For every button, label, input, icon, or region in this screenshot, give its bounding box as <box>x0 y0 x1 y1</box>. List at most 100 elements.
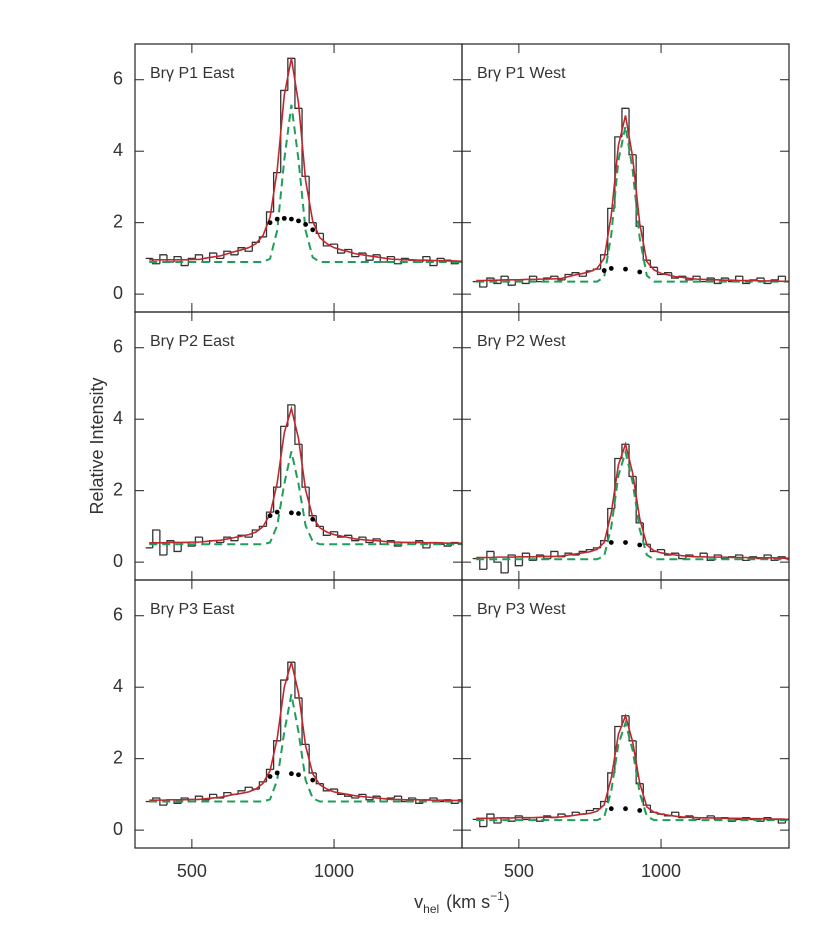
panel-title: Brγ P2 East <box>150 333 235 350</box>
x-axis-label-unit: (km s <box>446 892 490 912</box>
x-axis-label-sub: hel <box>423 902 439 916</box>
spectrum-step <box>194 536 203 547</box>
spectrum-step <box>550 275 558 279</box>
spectrum-step <box>336 244 345 254</box>
y-tick-label: 2 <box>113 479 123 499</box>
spectrum-step <box>244 786 253 791</box>
x-tick-label: 500 <box>177 861 207 881</box>
y-tick-label: 4 <box>113 408 123 428</box>
spectrum-step <box>272 740 281 770</box>
spectrum-step <box>351 796 359 799</box>
spectrum-step <box>173 540 182 553</box>
broad-component-dot <box>267 220 273 226</box>
spectrum-step <box>237 247 246 255</box>
x-tick-label: 1000 <box>314 861 354 881</box>
narrow-component <box>149 694 462 803</box>
spectrum-step <box>479 558 487 570</box>
spectrum-step <box>671 272 679 279</box>
spectrum-step <box>557 276 566 281</box>
spectrum-step <box>493 814 502 824</box>
broad-component-dot <box>637 542 643 548</box>
spectrum-step <box>777 819 786 824</box>
spectrum-step <box>315 515 324 528</box>
spectrum-step <box>777 275 786 280</box>
spectrum-step <box>535 554 544 561</box>
panel: 500 1000 Brγ P3 West <box>461 579 790 881</box>
spectrum-step <box>500 562 509 574</box>
narrow-component <box>476 125 789 283</box>
spectrum-step <box>571 272 580 275</box>
spectrum-step <box>365 537 374 544</box>
spectrum-step <box>166 254 175 263</box>
panel: 0 2 4 6 Brγ P1 East <box>113 43 463 313</box>
fit-line <box>149 405 462 544</box>
spectrum-step <box>493 551 502 563</box>
panel-title: Brγ P2 West <box>477 333 566 350</box>
spectrum-step <box>272 486 281 513</box>
fit-line <box>476 713 789 821</box>
y-tick-label: 4 <box>113 140 123 160</box>
plot-area <box>145 57 462 267</box>
spectrum-step <box>280 679 288 741</box>
spectrum-step <box>372 795 381 800</box>
spectrum-step <box>301 444 310 488</box>
spectrum-step <box>443 258 452 261</box>
spectrum-step <box>372 254 381 261</box>
spectrum-step <box>521 552 530 566</box>
spectrum-step <box>550 550 558 559</box>
spectrum-step <box>223 536 231 543</box>
spectrum-step <box>571 811 580 816</box>
plot-area <box>472 713 789 828</box>
y-tick-label: 6 <box>113 604 123 624</box>
broad-component-dot <box>274 509 280 515</box>
broad-component-dot <box>608 540 614 545</box>
spectrum-step <box>358 252 367 257</box>
y-tick-label: 6 <box>113 68 123 88</box>
spectrum-step <box>152 529 160 548</box>
y-tick-label: 4 <box>113 676 123 696</box>
broad-component-dot <box>267 513 273 519</box>
broad-component-dot <box>296 511 301 516</box>
narrow-component <box>476 448 789 561</box>
broad-component-dot <box>303 222 309 227</box>
spectrum-step <box>706 553 715 561</box>
spectrum-step <box>756 277 765 280</box>
spectrum-step <box>663 549 672 556</box>
panel-frame <box>134 579 463 849</box>
y-tick-label: 6 <box>113 336 123 356</box>
broad-component-dot <box>288 216 294 222</box>
broad-component-dot <box>267 774 273 779</box>
panel: 0 2 4 6 Brγ P2 East <box>113 311 463 581</box>
spectrum-step <box>393 795 402 798</box>
spectrum-step <box>763 816 772 822</box>
plot-area <box>145 661 462 806</box>
spectrum-step <box>642 783 651 806</box>
spectrum-step <box>187 257 196 266</box>
spectrum-step <box>671 811 679 816</box>
panel-title: Brγ P1 East <box>150 65 235 82</box>
broad-component-dot <box>288 510 294 516</box>
spectrum-step <box>194 254 203 259</box>
panel-frame <box>134 43 463 313</box>
y-tick-label: 2 <box>113 211 123 231</box>
panel-frame <box>461 579 790 849</box>
broad-component-dot <box>296 772 301 778</box>
broad-component-dot <box>274 216 280 222</box>
y-tick-label: 0 <box>113 819 123 839</box>
broad-component-dot <box>637 269 643 275</box>
spectrum-step <box>436 257 445 266</box>
spectrum-step <box>173 799 182 804</box>
spectrum-step <box>507 817 516 822</box>
spectrum-step <box>649 260 658 268</box>
panel-title: Brγ P3 East <box>150 601 235 618</box>
spectrum-step <box>685 554 694 559</box>
broad-component-dot <box>274 770 280 776</box>
spectrum-step <box>535 817 544 822</box>
spectrum-step <box>301 108 310 177</box>
spectrum-step <box>386 797 395 802</box>
spectrum-step <box>699 552 708 557</box>
panel-title: Brγ P3 West <box>477 601 566 618</box>
spectrum-step <box>216 253 224 260</box>
broad-component-dot <box>637 808 643 813</box>
